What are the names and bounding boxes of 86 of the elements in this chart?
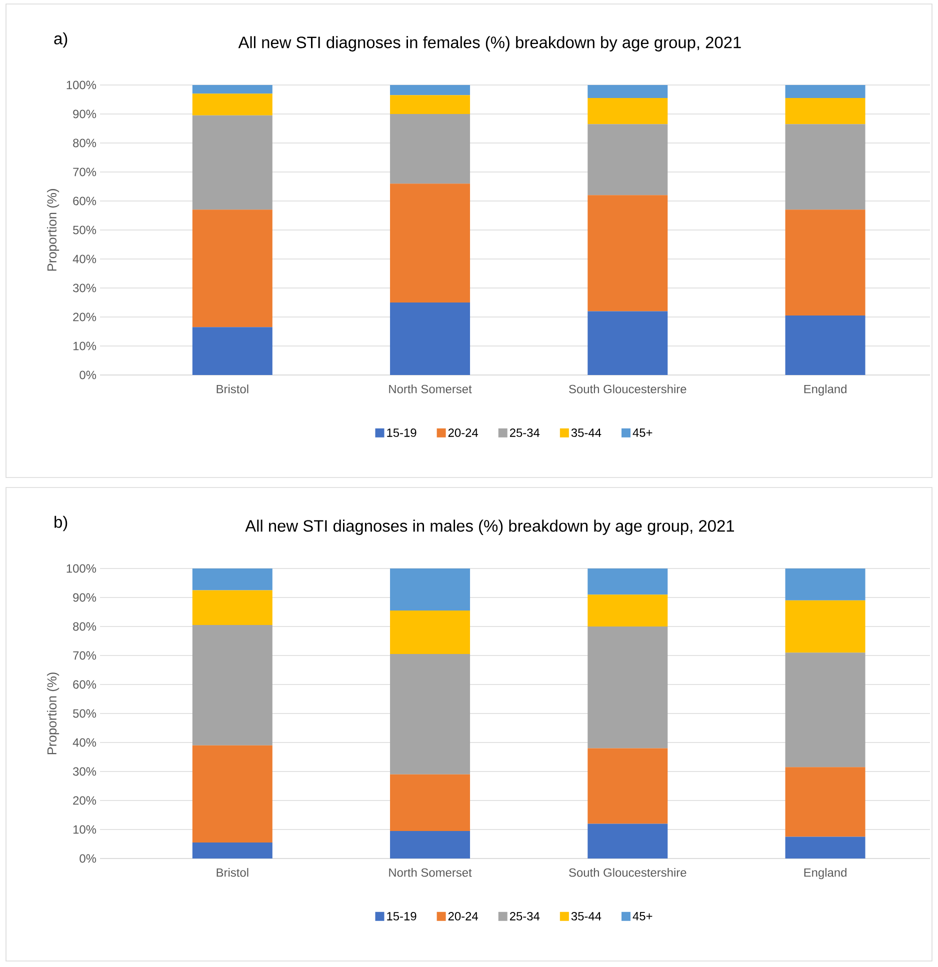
bar [390, 568, 470, 611]
bar [192, 115, 272, 210]
bar [390, 114, 470, 184]
bar [192, 568, 272, 590]
legend-label: 20-24 [448, 428, 478, 437]
bar [785, 210, 866, 316]
legend-label: 35-44 [571, 912, 602, 920]
bar [192, 210, 272, 328]
y-tick-label: 30% [73, 767, 96, 776]
y-tick-label: 80% [73, 622, 96, 631]
y-tick-label: 0% [80, 854, 96, 863]
y-tick-label: 50% [73, 709, 96, 718]
y-tick-label: 90% [73, 593, 96, 602]
bar [192, 842, 272, 858]
bar [588, 824, 668, 858]
y-axis-title: Proportion (%) [46, 672, 60, 754]
bar [390, 84, 470, 96]
bar [785, 316, 866, 375]
bar [390, 830, 470, 858]
x-tick-label: England [804, 868, 846, 880]
bar [785, 84, 866, 98]
bar [390, 302, 470, 375]
legend-label: 15-19 [387, 912, 416, 920]
bar [588, 748, 668, 824]
chart-title: All new STI diagnoses in males (%) breakdown by age group, 2021 [245, 520, 734, 535]
legend-label: 35-44 [571, 428, 602, 437]
x-tick-label: Bristol [216, 868, 248, 877]
y-tick-label: 100% [66, 80, 96, 90]
bar [785, 600, 866, 653]
y-tick-label: 100% [66, 564, 96, 573]
bar [588, 594, 668, 626]
y-tick-label: 50% [73, 226, 96, 234]
legend-label: 15-19 [387, 428, 416, 437]
x-tick-label: South Gloucestershire [569, 384, 686, 394]
chart-title: All new STI diagnoses in females (%) breakdown by age group, 2021 [238, 36, 741, 52]
text: b) [54, 516, 68, 532]
bar [785, 836, 866, 858]
bar [588, 626, 668, 748]
y-tick-label: 70% [73, 168, 96, 176]
y-tick-label: 60% [73, 680, 96, 689]
bar [785, 124, 866, 210]
y-tick-label: 10% [73, 825, 96, 834]
x-tick-label: England [804, 384, 846, 396]
y-axis-title: Proportion (%) [46, 189, 60, 271]
y-tick-label: 30% [73, 284, 96, 292]
y-tick-label: 60% [73, 196, 96, 206]
x-tick-label: North Somerset [389, 868, 472, 877]
y-tick-label: 10% [73, 342, 96, 350]
bar [192, 94, 272, 116]
bar [192, 625, 272, 746]
y-tick-label: 40% [72, 254, 96, 264]
bar [785, 652, 866, 768]
bar [588, 195, 668, 312]
x-tick-label: Bristol [216, 384, 248, 394]
y-tick-label: 40% [72, 738, 96, 747]
bar [192, 745, 272, 843]
y-tick-label: 80% [73, 138, 96, 148]
bar [390, 610, 470, 654]
x-tick-label: North Somerset [389, 384, 472, 394]
legend-label: 25-34 [510, 912, 540, 920]
bar [588, 311, 668, 375]
x-tick-label: South Gloucestershire [569, 868, 686, 877]
bar [588, 124, 668, 196]
bar [390, 774, 470, 831]
legend-label: 25-34 [510, 428, 540, 437]
text: a) [54, 32, 68, 48]
legend-label: 45+ [632, 912, 652, 920]
y-tick-label: 70% [73, 651, 96, 660]
bar [785, 767, 866, 837]
legend-label: 20-24 [448, 912, 478, 920]
bar [390, 184, 470, 302]
bar [588, 84, 668, 98]
y-tick-label: 20% [73, 796, 96, 805]
bar [192, 590, 272, 626]
bar [588, 98, 668, 124]
bar [390, 654, 470, 774]
y-tick-label: 90% [73, 110, 96, 118]
bar [588, 568, 668, 595]
bar [192, 84, 272, 94]
bar [785, 568, 866, 600]
bar [785, 98, 866, 124]
legend-label: 45+ [632, 428, 652, 437]
y-tick-label: 0% [80, 370, 96, 380]
y-tick-label: 20% [73, 312, 96, 322]
bar [390, 95, 470, 114]
bar [192, 327, 272, 375]
